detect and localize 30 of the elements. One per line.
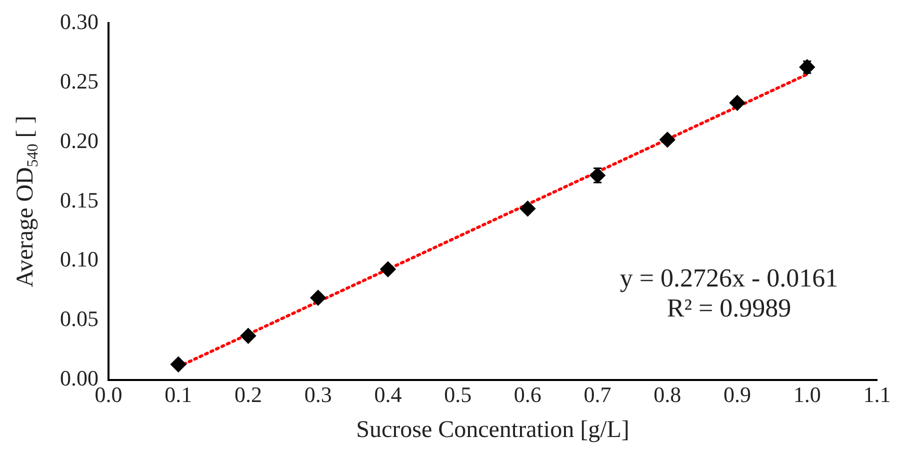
point — [380, 262, 396, 277]
point — [240, 328, 256, 344]
point — [660, 132, 675, 148]
y-tick-label: 0.20 — [60, 128, 98, 153]
x-tick-label: 0.7 — [584, 382, 612, 407]
y-tick-label: 0.15 — [60, 187, 98, 212]
x-tick-label: 0.8 — [654, 382, 682, 407]
x-tick-label: 0.1 — [164, 382, 192, 407]
x-axis-title: Sucrose Concentration [g/L] — [356, 416, 630, 443]
point — [520, 201, 536, 216]
point — [590, 168, 606, 183]
y-tick-label: 0.30 — [60, 8, 98, 34]
y-tick-label: 0.25 — [60, 68, 98, 94]
x-tick-label: 0.2 — [234, 382, 262, 407]
point — [730, 95, 745, 110]
point — [800, 60, 815, 75]
y-axis-title: Average OD540 [ ] — [12, 116, 42, 288]
x-tick-label: 0.9 — [724, 382, 752, 407]
x-tick-label: 0.5 — [444, 382, 472, 407]
annotation: R² = 0.9989 — [666, 294, 792, 323]
x-tick-label: 0.3 — [304, 382, 332, 407]
y-tick-label: 0.05 — [60, 306, 98, 332]
x-tick-label: 0.4 — [374, 382, 402, 407]
x-tick-label: 0.6 — [514, 382, 542, 407]
x-tick-label: 1.1 — [863, 382, 891, 407]
x-tick-label: 1.0 — [793, 382, 821, 407]
y-tick-label: 0.10 — [60, 246, 98, 272]
annotation: y = 0.2726x - 0.0161 — [620, 264, 838, 293]
point — [310, 290, 326, 306]
point — [170, 356, 186, 372]
